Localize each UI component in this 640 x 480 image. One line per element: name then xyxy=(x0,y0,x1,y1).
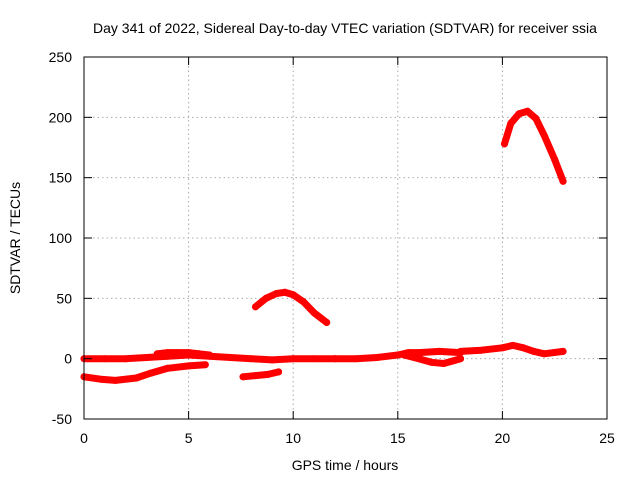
data-point xyxy=(143,354,151,361)
data-point xyxy=(201,361,209,369)
data-point xyxy=(559,347,567,355)
data-point xyxy=(153,350,161,358)
data-point xyxy=(262,294,270,302)
y-tick-label: 250 xyxy=(49,49,73,65)
data-point xyxy=(331,355,339,363)
data-point xyxy=(111,376,119,384)
data-point xyxy=(440,360,448,367)
data-point xyxy=(247,355,255,363)
y-tick-label: 50 xyxy=(56,290,72,306)
data-point xyxy=(498,344,506,352)
data-point xyxy=(268,356,276,364)
data-point xyxy=(524,107,531,115)
data-point xyxy=(457,355,465,363)
data-point xyxy=(532,115,540,122)
data-point xyxy=(264,370,272,378)
data-point xyxy=(436,347,444,355)
data-point xyxy=(289,291,297,299)
data-point xyxy=(97,375,105,383)
data-point xyxy=(122,355,130,363)
data-point xyxy=(530,347,538,355)
data-point xyxy=(174,349,182,357)
data-point xyxy=(352,355,360,363)
data-point xyxy=(289,355,297,363)
data-point xyxy=(457,347,465,355)
data-point xyxy=(501,140,508,148)
data-point xyxy=(400,351,408,359)
data-point xyxy=(507,119,515,127)
series-group xyxy=(80,107,567,384)
x-tick-label: 0 xyxy=(80,430,88,446)
data-point xyxy=(373,354,381,361)
y-tick-label: 200 xyxy=(49,109,73,125)
data-point xyxy=(551,156,559,164)
x-tick-label: 20 xyxy=(495,430,511,446)
data-point xyxy=(415,355,423,363)
x-tick-label: 25 xyxy=(599,430,615,446)
data-point xyxy=(185,362,193,370)
data-point xyxy=(239,373,247,381)
x-tick-label: 15 xyxy=(390,430,406,446)
data-point xyxy=(448,357,456,365)
data-point xyxy=(195,350,203,358)
data-point xyxy=(273,290,280,297)
data-point xyxy=(559,177,567,185)
y-tick-label: 0 xyxy=(64,351,72,367)
axis-ticks: 0 5 10 15 20 25 -50 0 50 100 150 200 250 xyxy=(49,49,615,446)
data-point xyxy=(252,303,259,311)
data-point xyxy=(132,374,140,382)
data-point xyxy=(281,288,289,296)
data-point xyxy=(164,364,172,372)
data-point xyxy=(226,354,234,361)
series-arc-short-1 xyxy=(239,368,283,381)
data-point xyxy=(427,358,435,366)
data-point xyxy=(147,369,155,377)
data-point xyxy=(519,344,527,352)
x-tick-label: 10 xyxy=(285,430,301,446)
data-point xyxy=(185,349,193,357)
data-point xyxy=(540,131,548,139)
data-point xyxy=(515,110,523,118)
data-point xyxy=(509,341,517,349)
chart-title: Day 341 of 2022, Sidereal Day-to-day VTE… xyxy=(93,20,597,36)
data-point xyxy=(101,355,109,363)
data-point xyxy=(478,346,485,354)
data-point xyxy=(310,355,318,363)
data-point xyxy=(323,319,331,326)
y-tick-label: 100 xyxy=(49,230,73,246)
y-tick-label: -50 xyxy=(52,411,72,427)
y-axis-label: SDTVAR / TECUs xyxy=(7,182,23,294)
y-tick-label: 150 xyxy=(49,170,73,186)
data-point xyxy=(394,351,402,359)
data-point xyxy=(206,351,213,359)
data-point xyxy=(310,309,318,317)
data-point xyxy=(300,298,308,306)
data-point xyxy=(164,349,172,357)
data-point xyxy=(252,372,259,380)
x-axis-label: GPS time / hours xyxy=(292,457,399,473)
data-point xyxy=(540,350,548,358)
data-point xyxy=(415,349,423,357)
data-point xyxy=(275,368,283,376)
x-tick-label: 5 xyxy=(185,430,193,446)
